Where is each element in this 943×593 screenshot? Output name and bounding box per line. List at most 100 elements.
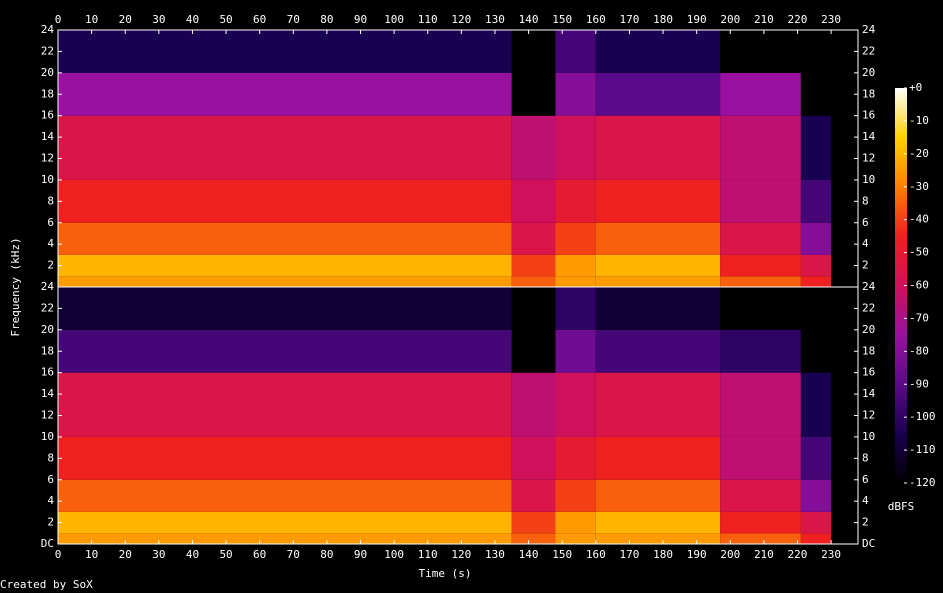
y-tick-label: 14 <box>41 387 55 400</box>
heatmap-cell <box>58 329 512 373</box>
heatmap-cell <box>555 30 596 73</box>
y-tick-label: 10 <box>41 173 54 186</box>
x-tick-label: 70 <box>287 548 300 561</box>
x-tick-label-top: 90 <box>354 13 367 26</box>
x-tick-label: 110 <box>418 548 438 561</box>
y-tick-label-right: 16 <box>862 109 875 122</box>
y-tick-label: 24 <box>41 23 55 36</box>
heatmap-cell <box>58 254 512 277</box>
x-tick-label-top: 10 <box>85 13 98 26</box>
colorbar-tick-label: -80 <box>909 344 929 357</box>
heatmap-cell <box>555 254 596 277</box>
x-tick-label: 120 <box>451 548 471 561</box>
x-tick-label: 50 <box>219 548 232 561</box>
x-axis-label: Time (s) <box>419 567 472 580</box>
heatmap-cell <box>831 287 858 330</box>
y-tick-label-right: 12 <box>862 409 875 422</box>
x-tick-label-top: 160 <box>586 13 606 26</box>
heatmap-cell <box>800 179 832 223</box>
x-tick-label: 160 <box>586 548 606 561</box>
heatmap-cell <box>831 479 858 512</box>
y-tick-label-right: 16 <box>862 366 875 379</box>
y-tick-label-right: 8 <box>862 194 869 207</box>
heatmap-cell <box>720 436 801 480</box>
heatmap-cell <box>58 287 512 330</box>
y-tick-label: 4 <box>47 494 54 507</box>
heatmap-cell <box>720 533 801 544</box>
y-tick-label: 14 <box>41 130 55 143</box>
heatmap-cell <box>58 222 512 255</box>
heatmap-cell <box>720 222 801 255</box>
y-tick-label: 12 <box>41 152 54 165</box>
heatmap-cell <box>831 329 858 373</box>
heatmap-cell <box>555 179 596 223</box>
x-tick-label: 150 <box>552 548 572 561</box>
y-tick-label: 22 <box>41 301 54 314</box>
heatmap-cell <box>58 276 512 287</box>
x-tick-label: 180 <box>653 548 673 561</box>
y-tick-label-right: 2 <box>862 516 869 529</box>
y-tick-label: 8 <box>47 194 54 207</box>
heatmap-cell <box>720 254 801 277</box>
heatmap-cell <box>800 30 832 73</box>
heatmap-cell <box>595 115 721 180</box>
heatmap-cell <box>555 436 596 480</box>
heatmap-cell <box>800 372 832 437</box>
heatmap-cell <box>555 276 596 287</box>
heatmap-cell <box>58 479 512 512</box>
colorbar-tick-label: -70 <box>909 311 929 324</box>
footer: Created by SoX <box>0 578 93 591</box>
y-tick-label-right: 20 <box>862 66 875 79</box>
heatmap-cell <box>595 533 721 544</box>
heatmap-cell <box>511 179 556 223</box>
x-tick-label-top: 150 <box>552 13 572 26</box>
x-tick-label: 60 <box>253 548 266 561</box>
colorbar-tick-label: -120 <box>909 476 936 489</box>
heatmap-cell <box>720 72 801 116</box>
colorbar-tick-label: -40 <box>909 213 929 226</box>
x-tick-label-top: 230 <box>821 13 841 26</box>
y-tick-label: 2 <box>47 516 54 529</box>
y-tick-label: 22 <box>41 44 54 57</box>
y-tick-label-right: 22 <box>862 44 875 57</box>
y-tick-label: 20 <box>41 66 54 79</box>
y-tick-label-right: 4 <box>862 237 869 250</box>
x-tick-label-top: 180 <box>653 13 673 26</box>
x-tick-label-top: 220 <box>788 13 808 26</box>
x-tick-label-top: 100 <box>384 13 404 26</box>
heatmap-cell <box>595 276 721 287</box>
heatmap-cell <box>595 511 721 534</box>
heatmap-cell <box>595 254 721 277</box>
colorbar-tick-label: -100 <box>909 410 936 423</box>
heatmap-cell <box>511 287 556 330</box>
heatmap-cell <box>595 179 721 223</box>
x-tick-label-top: 40 <box>186 13 199 26</box>
x-tick-label-top: 30 <box>152 13 165 26</box>
x-tick-label-top: 20 <box>119 13 132 26</box>
x-tick-label: 220 <box>788 548 808 561</box>
x-tick-label: 20 <box>119 548 132 561</box>
heatmap-cell <box>555 115 596 180</box>
x-tick-label-top: 170 <box>619 13 639 26</box>
heatmap-cell <box>720 179 801 223</box>
x-tick-label-top: 190 <box>687 13 707 26</box>
x-tick-label-top: 210 <box>754 13 774 26</box>
y-tick-label-right: 6 <box>862 216 869 229</box>
x-tick-label: 210 <box>754 548 774 561</box>
heatmap-cell <box>831 511 858 534</box>
heatmap-cell <box>58 115 512 180</box>
y-tick-label-right: 22 <box>862 301 875 314</box>
heatmap-cell <box>511 372 556 437</box>
heatmap-cell <box>800 222 832 255</box>
heatmap-cell <box>511 511 556 534</box>
x-tick-label: 30 <box>152 548 165 561</box>
heatmap-cell <box>555 511 596 534</box>
y-axis-label: Frequency (kHz) <box>9 237 22 336</box>
heatmap-cell <box>831 254 858 277</box>
y-tick-label-right: 4 <box>862 494 869 507</box>
x-tick-label-top: 130 <box>485 13 505 26</box>
heatmap-cell <box>511 115 556 180</box>
heatmap-cell <box>831 72 858 116</box>
